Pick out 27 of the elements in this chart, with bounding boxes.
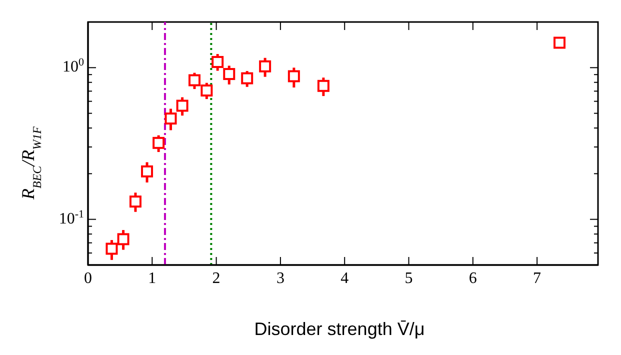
y-tick-label: 10$^{-1}$ [58, 208, 84, 228]
x-tick-label: 1 [148, 270, 156, 287]
point [200, 84, 213, 96]
x-tick-label: 4 [340, 270, 349, 287]
point [212, 56, 224, 68]
x-axis-title: Disorder strength V̄/μ [253, 319, 426, 340]
x-tick-label: 5 [404, 270, 413, 287]
point [164, 112, 177, 125]
point [117, 233, 130, 246]
point [152, 136, 165, 149]
point [288, 70, 300, 82]
point [554, 36, 566, 49]
point [259, 60, 272, 72]
x-tick-label: 6 [468, 270, 477, 287]
point [176, 100, 188, 112]
point [129, 196, 142, 208]
point [106, 242, 118, 255]
point [141, 165, 154, 178]
point [241, 72, 254, 84]
x-tick-label: 3 [276, 270, 284, 287]
point [317, 80, 330, 92]
x-tick-label: 2 [212, 270, 220, 287]
point [223, 68, 236, 80]
x-tick-label: 0 [84, 270, 92, 287]
y-tick-label: 10$^{0}$ [62, 56, 84, 76]
point [188, 74, 200, 86]
x-tick-label: 7 [533, 270, 542, 287]
